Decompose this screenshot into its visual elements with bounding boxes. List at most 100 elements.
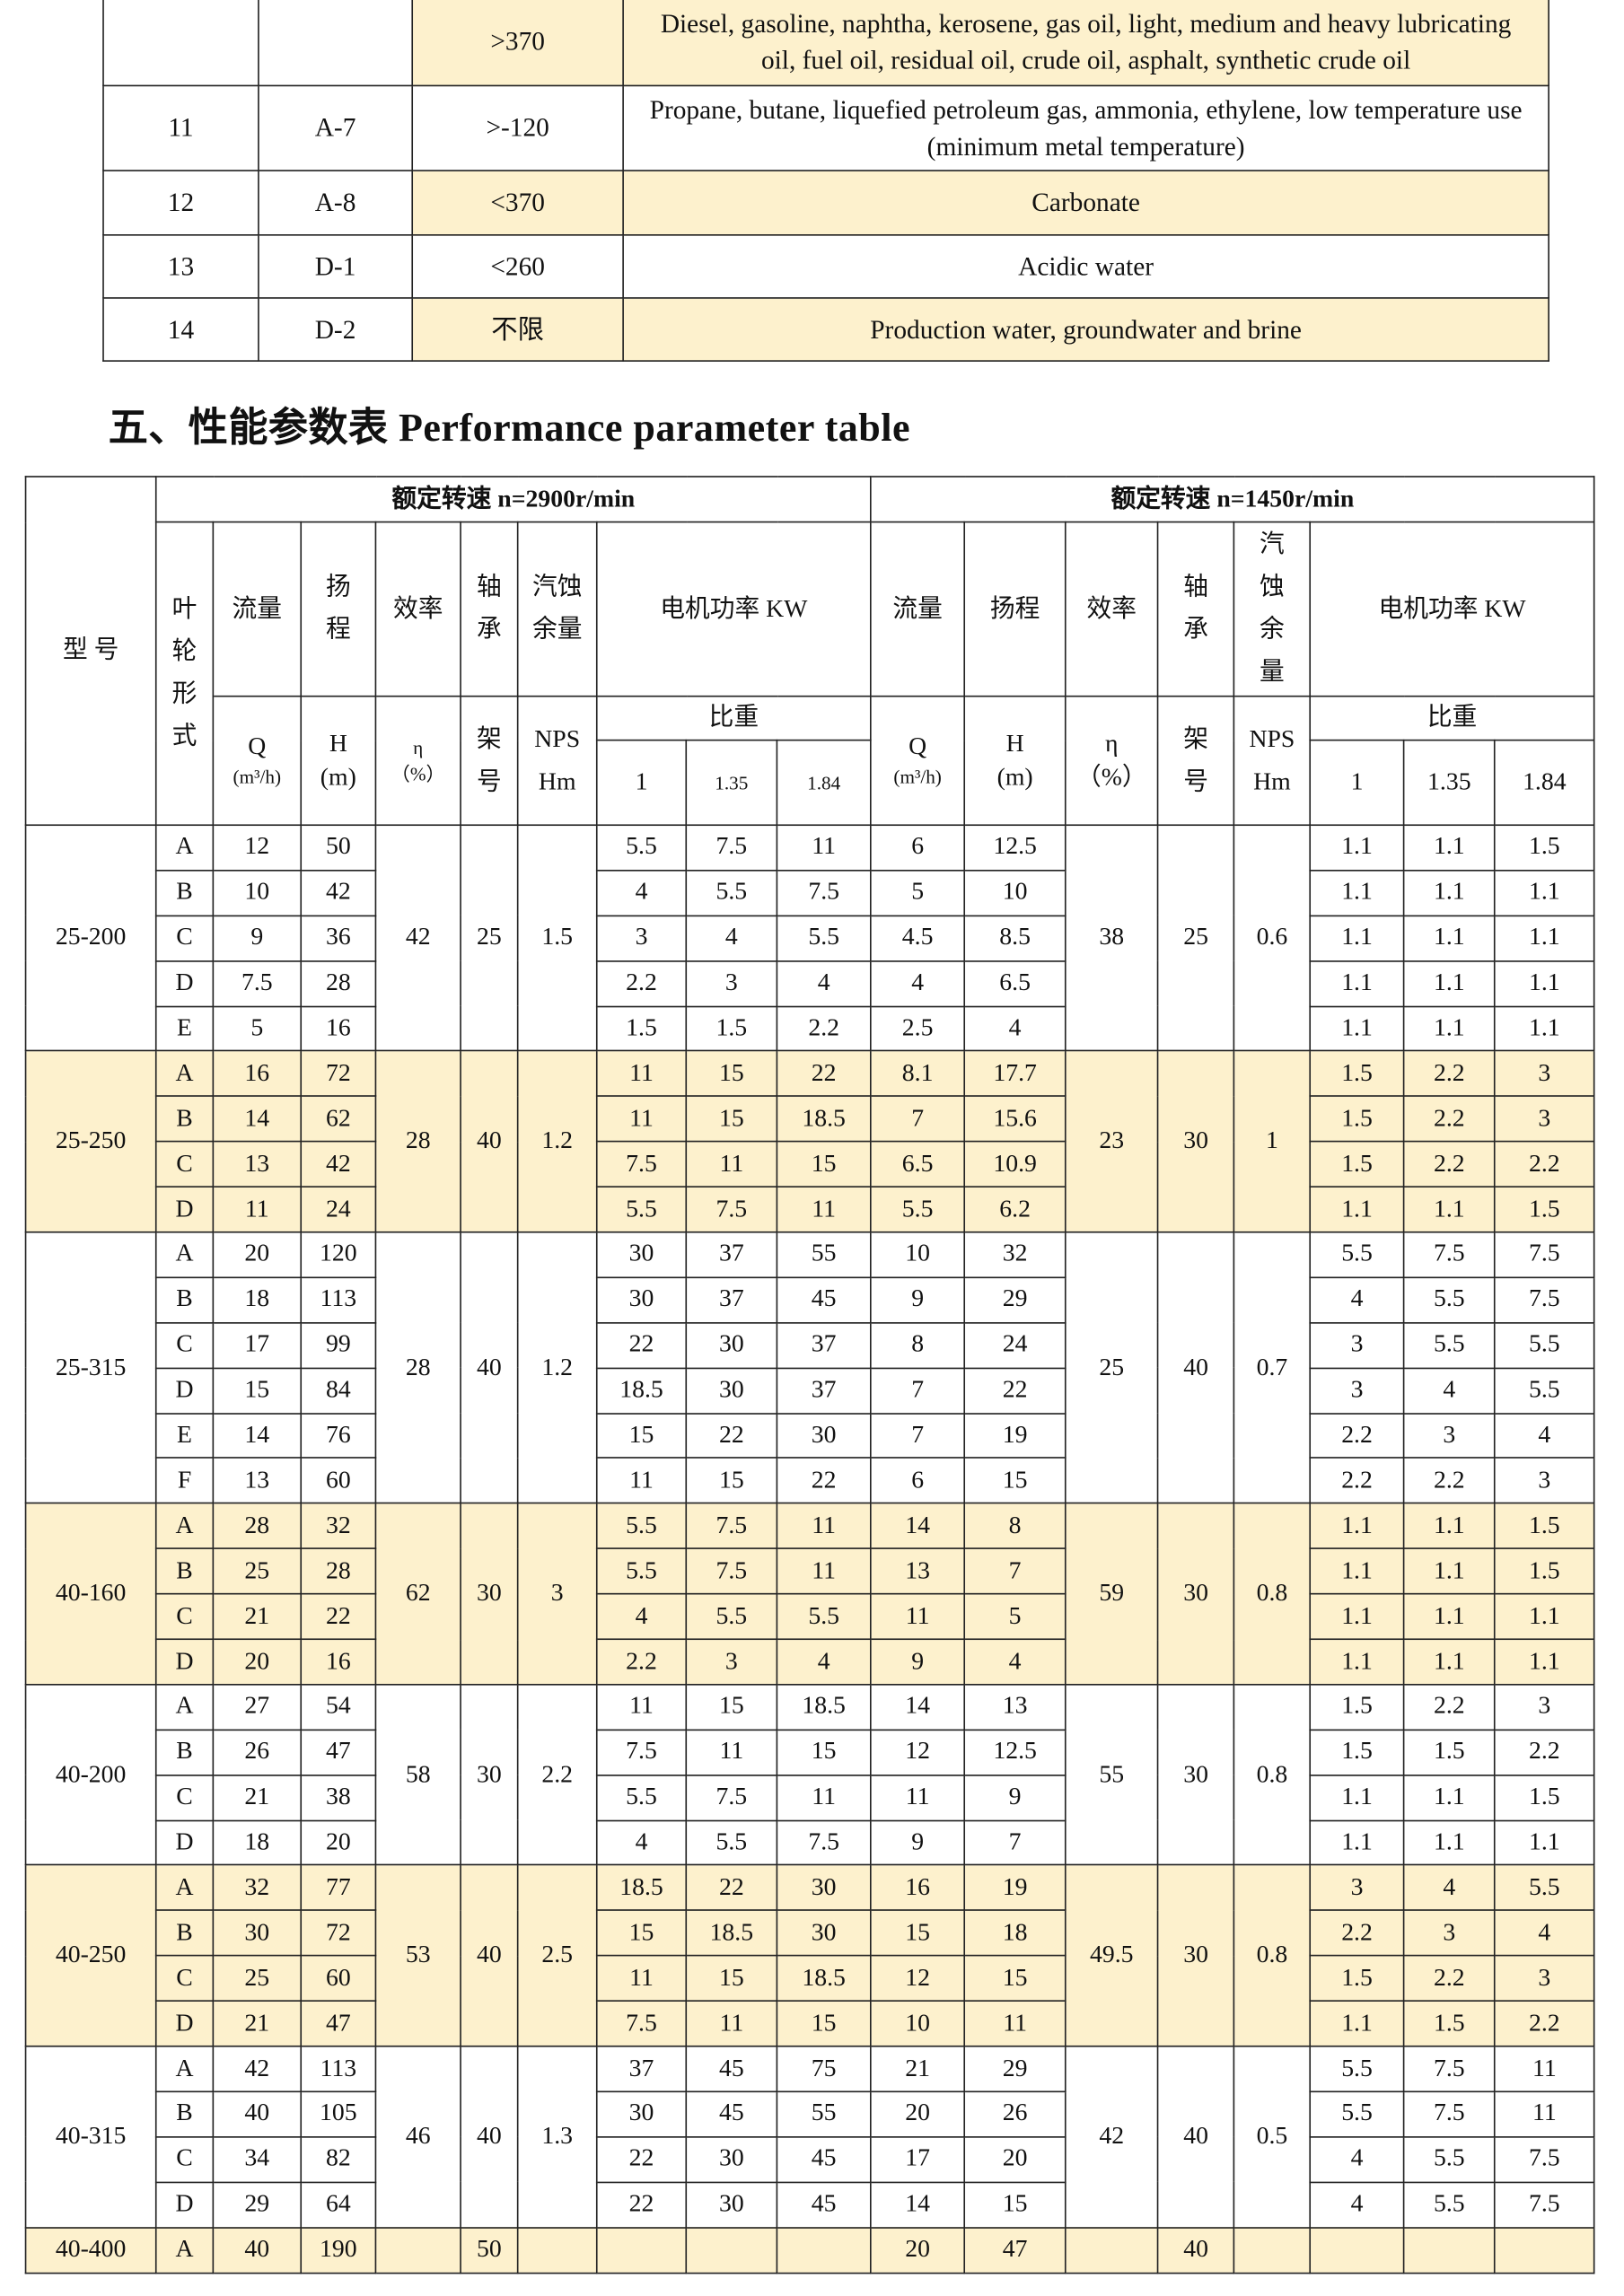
head-h-1450: 17.7 (963, 1050, 1067, 1098)
power-1-35: 7.5 (685, 824, 778, 872)
power-1-84: 11 (776, 1774, 872, 1821)
flow-q: 40 (212, 2090, 303, 2138)
head-h: 113 (300, 1276, 377, 1324)
table-row: C 13 42 7.5 11 15 6.5 10.9 1.5 2.2 2.2 (26, 1141, 1595, 1188)
media-code: A-8 (258, 170, 414, 236)
flow-q: 10 (212, 869, 303, 916)
head-h-1450: 29 (963, 2046, 1067, 2093)
header-h-unit: H (m) (300, 695, 377, 827)
power-1-84: 30 (776, 1864, 872, 1912)
power-1-84-1450: 2.2 (1494, 1729, 1595, 1776)
power-1: 22 (595, 2135, 688, 2183)
efficiency-cell: 28 (374, 1050, 461, 1233)
bearing-frame-1450-cell: 40 (1156, 2226, 1235, 2274)
power-1-84: 4 (776, 1638, 872, 1686)
table-row: D 15 84 18.5 30 37 7 22 3 4 5.5 (26, 1367, 1595, 1415)
eta-unit: （%） (1075, 762, 1147, 791)
flow-q: 25 (212, 1955, 303, 2002)
table-row: D 21 47 7.5 11 15 10 11 1.1 1.5 2.2 (26, 2000, 1595, 2047)
power-1-84-1450: 4 (1494, 1909, 1595, 1957)
power-1-1450: 1.1 (1309, 1503, 1405, 1550)
head-h-1450: 4 (963, 1638, 1067, 1686)
flow-q: 20 (212, 1231, 303, 1278)
power-1-1450: 1.5 (1309, 1095, 1405, 1143)
power-1: 5.5 (595, 1503, 688, 1550)
flow-q: 11 (212, 1186, 303, 1233)
power-1-1450: 1.1 (1309, 960, 1405, 1007)
power-1-1450: 1.5 (1309, 1955, 1405, 2002)
flow-q-1450: 12 (870, 1955, 966, 2002)
power-1: 11 (595, 1955, 688, 2002)
flow-q: 34 (212, 2135, 303, 2183)
flow-q-1450: 14 (870, 1503, 966, 1550)
power-1-35: 22 (685, 1864, 778, 1912)
table-row: C 9 36 3 4 5.5 4.5 8.5 1.1 1.1 1.1 (26, 915, 1595, 962)
impeller: E (154, 1004, 215, 1053)
head-h: 82 (300, 2135, 377, 2183)
power-1-35: 18.5 (685, 1909, 778, 1957)
flow-q-1450: 11 (870, 1593, 966, 1641)
power-1-84-1450: 7.5 (1494, 1231, 1595, 1278)
power-1-1450: 1.1 (1309, 1819, 1405, 1867)
impeller: A (154, 1503, 215, 1550)
npsh-cell: 2.2 (516, 1683, 598, 1867)
power-1-84-1450: 7.5 (1494, 1276, 1595, 1324)
impeller: C (154, 1593, 215, 1641)
impeller: D (154, 1819, 215, 1867)
head-h-1450: 12.5 (963, 1729, 1067, 1776)
head-h-1450: 8 (963, 1503, 1067, 1550)
eta-label: η (1105, 728, 1119, 757)
head-h: 28 (300, 1547, 377, 1595)
impeller: B (154, 1547, 215, 1595)
table-row: 25-250 A 16 72 28 40 1.2 11 15 22 8.1 17.7 23 30 1 1.5 2… (24, 1050, 1595, 1233)
power-1-84-1450: 1.5 (1494, 1503, 1595, 1550)
head-h: 16 (300, 1004, 377, 1053)
header-eta-unit-1450: η （%） (1065, 695, 1159, 827)
table-row: D 29 64 22 30 45 14 15 4 5.5 7.5 (26, 2181, 1595, 2229)
power-1-84: 18.5 (776, 1683, 872, 1731)
header-speed-2900: 额定转速 n=2900r/min (154, 476, 872, 523)
power-1-35-1450: 2.2 (1402, 1141, 1496, 1188)
power-1-84: 7.5 (776, 1819, 872, 1867)
media-temp: <260 (411, 234, 624, 299)
header-npsh-unit: NPSHm (516, 695, 598, 827)
impeller: D (154, 1186, 215, 1233)
header-npsh-1450: 汽蚀余量 (1233, 521, 1312, 697)
npsh-1450-cell: 0.7 (1233, 1231, 1312, 1504)
power-1-1450: 5.5 (1309, 2046, 1405, 2093)
power-1-84: 37 (776, 1367, 872, 1415)
impeller: B (154, 1095, 215, 1143)
power-1-35-1450: 1.1 (1402, 1186, 1496, 1233)
bearing-frame-cell: 40 (460, 1231, 519, 1504)
power-1-84 (776, 2226, 872, 2274)
power-1-35-1450: 2.2 (1402, 1955, 1496, 2002)
power-1-84: 22 (776, 1050, 872, 1098)
table-row: 40-315 A 42 113 46 40 1.3 37 45 75 21 29 42 40 0.5 5.5 7… (24, 2046, 1595, 2229)
flow-q-1450: 20 (870, 2226, 966, 2274)
power-1: 30 (595, 2090, 688, 2138)
power-1-1450: 5.5 (1309, 2090, 1405, 2138)
power-1-35-1450: 1.5 (1402, 1729, 1496, 1776)
power-1-84-1450: 4 (1494, 1412, 1595, 1459)
power-1-35-1450 (1402, 2226, 1496, 2274)
head-h: 190 (300, 2226, 377, 2274)
power-1-1450: 2.2 (1309, 1457, 1405, 1504)
flow-q: 21 (212, 1774, 303, 1821)
power-1-1450: 1.5 (1309, 1050, 1405, 1098)
impeller: C (154, 2135, 215, 2183)
power-1-35-1450: 5.5 (1402, 2135, 1496, 2183)
efficiency-1450-cell: 49.5 (1065, 1864, 1159, 2047)
power-1-84-1450: 3 (1494, 1050, 1595, 1098)
header-efficiency: 效率 (374, 521, 461, 697)
power-1-35-1450: 1.1 (1402, 1593, 1496, 1641)
power-1-35-1450: 1.5 (1402, 2000, 1496, 2047)
table-row: C 25 60 11 15 18.5 12 15 1.5 2.2 3 (26, 1955, 1595, 2002)
head-h: 24 (300, 1186, 377, 1233)
power-1: 5.5 (595, 1547, 688, 1595)
power-1-35: 30 (685, 2181, 778, 2229)
efficiency-1450-cell: 23 (1065, 1050, 1159, 1233)
npsh-cell: 1.3 (516, 2046, 598, 2229)
flow-q: 26 (212, 1729, 303, 1776)
power-1-35-1450: 4 (1402, 1864, 1496, 1912)
media-temp: >-120 (411, 84, 624, 171)
